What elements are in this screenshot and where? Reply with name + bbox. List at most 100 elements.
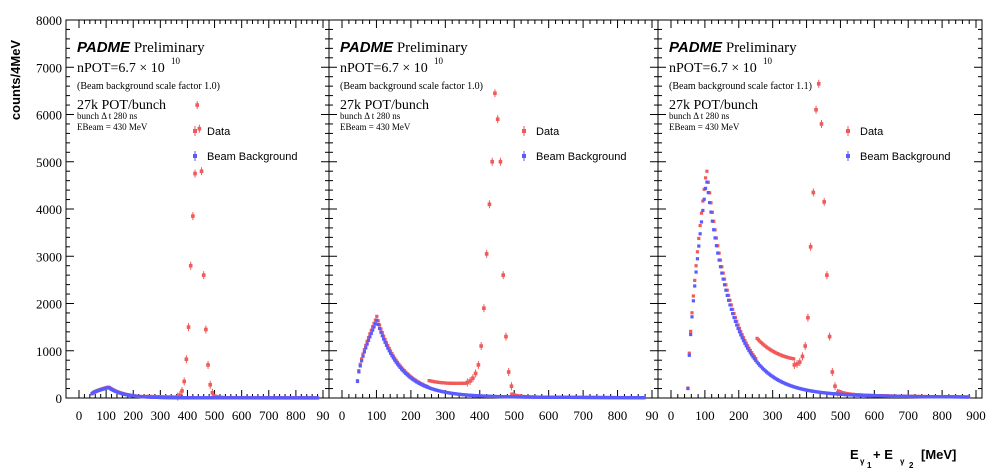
background-point xyxy=(388,351,393,355)
background-point xyxy=(706,190,710,195)
background-point xyxy=(364,346,368,350)
x-tick-label: 300 xyxy=(436,408,456,423)
x-tick-label: 500 xyxy=(205,408,225,423)
data-point xyxy=(816,81,821,86)
background-point xyxy=(357,370,361,374)
npot-exponent: 10 xyxy=(171,56,181,66)
background-point xyxy=(366,338,371,342)
x-tick-label: 400 xyxy=(797,408,817,423)
background-point xyxy=(739,333,743,337)
background-point xyxy=(377,326,382,331)
pot-bunch-label: 27k POT/bunch xyxy=(77,98,166,113)
x-tick-label: 800 xyxy=(608,408,628,423)
x-tick-label: 600 xyxy=(865,408,885,423)
background-point xyxy=(741,339,746,343)
x-tick-label: 500 xyxy=(831,408,851,423)
x-axis-label: E γ 1 + E γ 2 [MeV] xyxy=(850,447,956,470)
background-point xyxy=(642,396,646,400)
x-label-index1: 1 xyxy=(867,461,872,470)
data-point xyxy=(210,391,215,395)
x-tick-label: 0 xyxy=(339,408,346,423)
x-tick-label: 300 xyxy=(151,408,171,423)
data-point xyxy=(487,202,492,207)
bunch-info: bunch Δ t 280 ns xyxy=(340,111,401,121)
background-point xyxy=(398,365,402,370)
data-point xyxy=(479,344,483,348)
legend-bg-marker xyxy=(846,154,850,158)
ebeam-label: EBeam = 430 MeV xyxy=(340,122,411,132)
data-point xyxy=(800,354,805,359)
data-point xyxy=(199,169,204,173)
background-point xyxy=(752,357,756,361)
background-point xyxy=(379,330,383,334)
legend-data-marker xyxy=(193,129,197,133)
background-point xyxy=(387,349,391,353)
x-tick-label: 400 xyxy=(178,408,198,423)
x-tick-label: 200 xyxy=(401,408,421,423)
x-tick-label: 800 xyxy=(932,408,952,423)
pot-bunch-label: 27k POT/bunch xyxy=(669,98,758,113)
background-point xyxy=(315,396,320,400)
x-tick-label: 600 xyxy=(232,408,252,423)
panel-3: 0 100 200 300 400 500 600 700 800 900 PADME Prelim… xyxy=(657,19,986,423)
background-point xyxy=(397,364,401,368)
scale-note: (Beam background scale factor 1.1) xyxy=(669,81,812,92)
data-point xyxy=(182,379,186,384)
data-point xyxy=(186,325,191,329)
data-point xyxy=(703,176,708,180)
background-point xyxy=(733,319,737,324)
background-point xyxy=(737,330,742,334)
legend-data-marker xyxy=(522,129,526,133)
legend-bg-label: Beam Background xyxy=(860,151,951,163)
x-tick-label: 90 xyxy=(317,408,330,423)
data-point xyxy=(484,252,489,256)
ebeam-label: EBeam = 430 MeV xyxy=(77,122,148,132)
plot-frame xyxy=(657,19,983,399)
data-point xyxy=(482,306,486,311)
y-tick-label: 5000 xyxy=(36,155,62,170)
background-point xyxy=(386,346,390,350)
x-tick-label: 100 xyxy=(695,408,715,423)
background-point xyxy=(714,244,719,248)
data-point xyxy=(208,382,213,387)
background-point xyxy=(382,337,386,341)
data-point xyxy=(811,190,816,195)
background-point xyxy=(362,350,366,354)
data-point xyxy=(691,294,695,298)
background-point xyxy=(744,344,748,348)
bunch-info: bunch Δ t 280 ns xyxy=(77,111,138,121)
x-tick-label: 100 xyxy=(367,408,387,423)
data-point xyxy=(473,371,478,376)
x-tick-label: 400 xyxy=(470,408,490,423)
data-point xyxy=(184,357,189,362)
background-point xyxy=(720,271,724,275)
data-point xyxy=(701,199,705,203)
background-point xyxy=(750,353,754,357)
background-point xyxy=(393,358,397,362)
background-point xyxy=(729,307,733,311)
ebeam-label: EBeam = 430 MeV xyxy=(669,122,740,132)
data-point xyxy=(498,159,503,164)
background-point xyxy=(725,293,729,297)
data-point xyxy=(698,223,702,228)
background-point xyxy=(355,379,360,384)
panel-title: PADME Preliminary xyxy=(77,39,205,56)
background-point xyxy=(699,220,704,224)
data-point xyxy=(699,211,704,215)
y-tick-label: 3000 xyxy=(36,249,62,264)
background-point xyxy=(686,386,690,391)
y-tick-label: 2000 xyxy=(36,297,62,312)
background-point xyxy=(376,322,380,327)
background-point xyxy=(383,340,387,344)
background-point xyxy=(372,325,376,329)
data-point xyxy=(178,393,182,397)
x-tick-label: 300 xyxy=(763,408,783,423)
data-point xyxy=(792,357,796,361)
background-point xyxy=(390,354,394,358)
legend-data-marker xyxy=(846,129,850,133)
x-tick-label: 90 xyxy=(646,408,659,423)
x-tick-label: 700 xyxy=(898,408,918,423)
background-point xyxy=(713,236,717,240)
data-point xyxy=(358,362,362,366)
